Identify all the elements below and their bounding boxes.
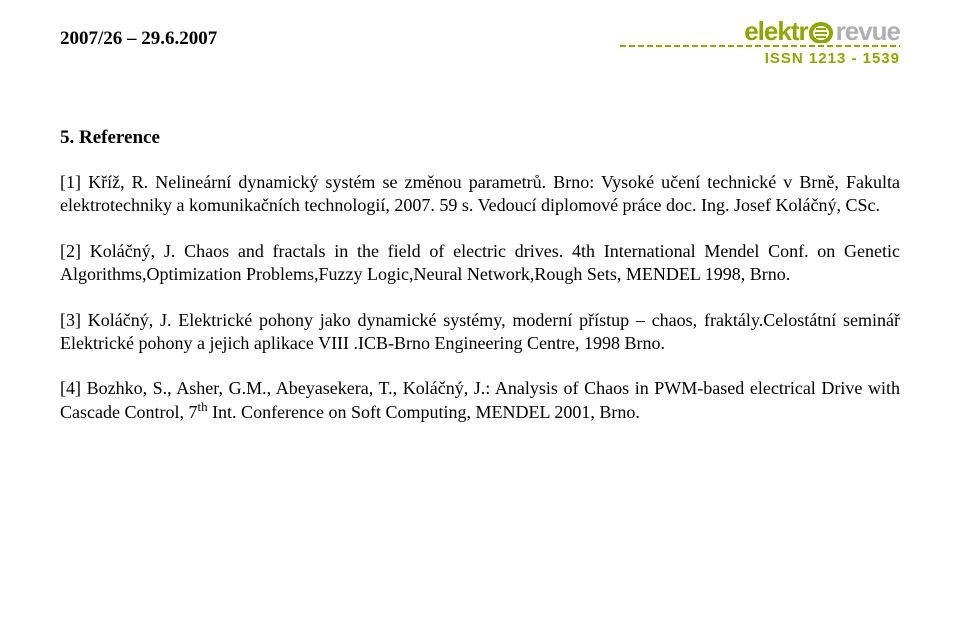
page-header: 2007/26 – 29.6.2007 elektrrevue ISSN 121…	[60, 28, 900, 67]
reference-item: [2] Koláčný, J. Chaos and fractals in th…	[60, 240, 900, 287]
reference-item: [3] Koláčný, J. Elektrické pohony jako d…	[60, 309, 900, 356]
journal-brand: elektr revue ISSN 1213 - 1539	[620, 18, 900, 67]
section-heading: 5. Reference	[60, 127, 900, 149]
issue-date: 2007/26 – 29.6.2007	[60, 28, 217, 50]
brand-o-icon	[808, 21, 834, 43]
brand-word-elektro: elektr	[744, 16, 807, 46]
issn-label: ISSN 1213 - 1539	[620, 50, 900, 67]
reference-item: [1] Kříž, R. Nelineární dynamický systém…	[60, 171, 900, 218]
brand-word-revue: revue	[836, 16, 900, 46]
brand-logo: elektr revue	[620, 18, 900, 44]
reference-item: [4] Bozhko, S., Asher, G.M., Abeyasekera…	[60, 377, 900, 424]
